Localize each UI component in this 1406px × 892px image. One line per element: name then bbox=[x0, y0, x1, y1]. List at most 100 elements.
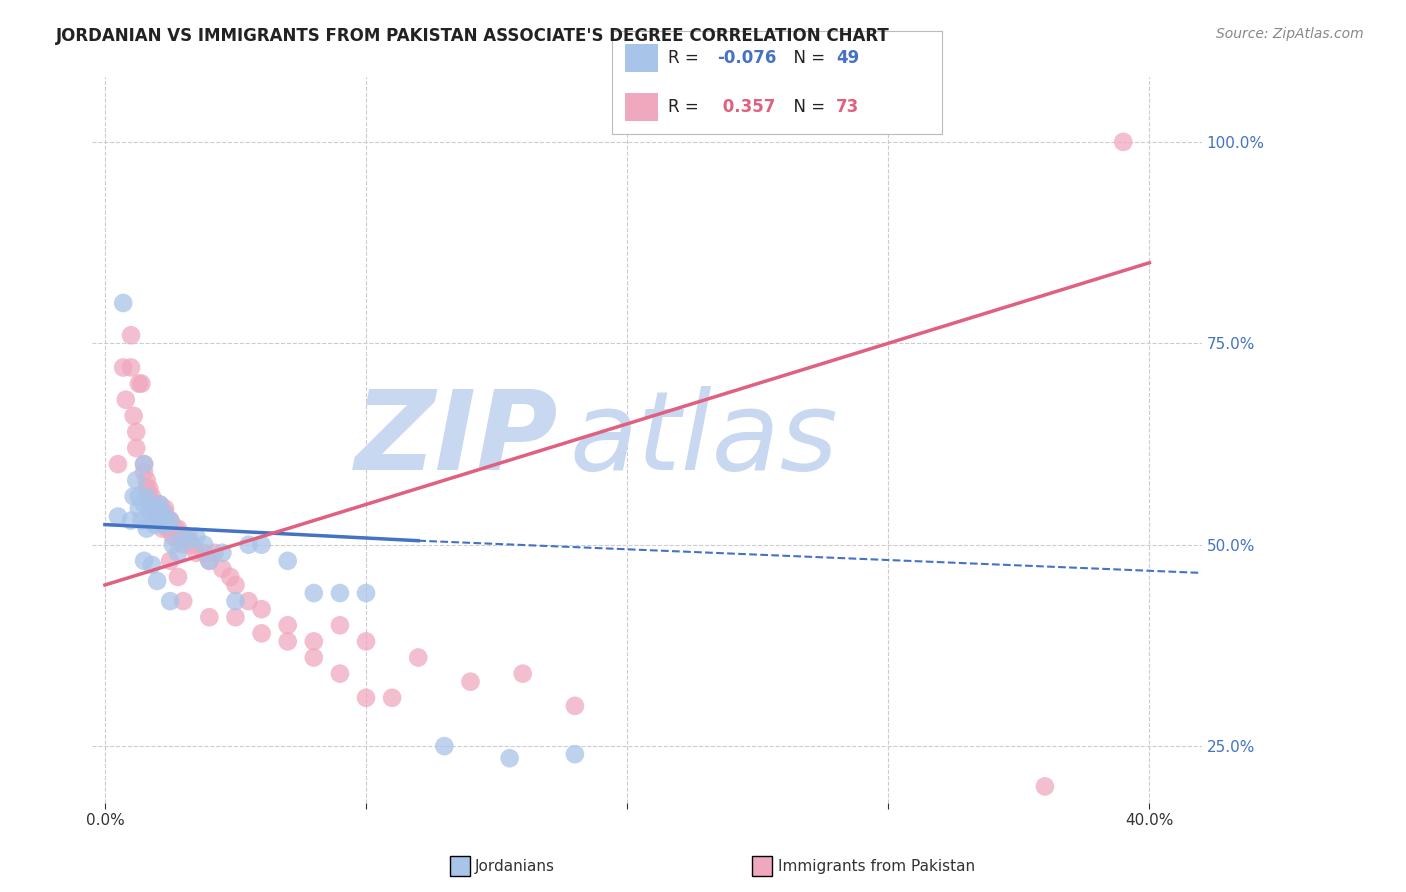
Point bbox=[186, 546, 208, 560]
Text: ZIP: ZIP bbox=[354, 386, 558, 493]
Text: Immigrants from Pakistan: Immigrants from Pakistan bbox=[778, 859, 974, 873]
Point bbox=[122, 489, 145, 503]
Point bbox=[167, 570, 190, 584]
Point bbox=[381, 690, 404, 705]
Point bbox=[277, 554, 299, 568]
Point bbox=[120, 514, 142, 528]
Point bbox=[193, 538, 215, 552]
Point bbox=[135, 522, 157, 536]
Point bbox=[211, 546, 233, 560]
Point bbox=[156, 522, 179, 536]
Point bbox=[204, 546, 226, 560]
Point bbox=[150, 506, 173, 520]
Point bbox=[131, 514, 153, 528]
Point bbox=[564, 698, 586, 713]
Point bbox=[162, 530, 184, 544]
Point bbox=[165, 522, 187, 536]
Point bbox=[138, 514, 160, 528]
Point bbox=[156, 517, 179, 532]
Point bbox=[1033, 780, 1056, 794]
Point bbox=[159, 514, 181, 528]
Point bbox=[277, 634, 299, 648]
Text: N =: N = bbox=[783, 98, 831, 116]
Point bbox=[112, 360, 135, 375]
Point bbox=[125, 425, 148, 439]
Point bbox=[132, 554, 155, 568]
Point bbox=[172, 530, 194, 544]
Point bbox=[153, 501, 176, 516]
Point bbox=[159, 594, 181, 608]
Point bbox=[143, 506, 166, 520]
Text: 0.357: 0.357 bbox=[717, 98, 776, 116]
Point bbox=[149, 506, 172, 520]
Point bbox=[198, 610, 221, 624]
Point bbox=[159, 514, 181, 528]
Point bbox=[177, 533, 200, 548]
Point bbox=[238, 538, 260, 552]
Point bbox=[193, 546, 215, 560]
Point bbox=[159, 514, 181, 528]
Point bbox=[238, 594, 260, 608]
Point bbox=[162, 538, 184, 552]
Point bbox=[141, 489, 163, 503]
Text: JORDANIAN VS IMMIGRANTS FROM PAKISTAN ASSOCIATE'S DEGREE CORRELATION CHART: JORDANIAN VS IMMIGRANTS FROM PAKISTAN AS… bbox=[56, 27, 890, 45]
Point bbox=[135, 489, 157, 503]
Point bbox=[150, 522, 173, 536]
Point bbox=[277, 618, 299, 632]
Point bbox=[135, 481, 157, 495]
Point bbox=[135, 473, 157, 487]
Point bbox=[186, 530, 208, 544]
Point bbox=[141, 498, 163, 512]
Point bbox=[146, 501, 169, 516]
Text: R =: R = bbox=[668, 98, 704, 116]
Point bbox=[150, 514, 173, 528]
Point bbox=[132, 457, 155, 471]
Point bbox=[167, 530, 190, 544]
Point bbox=[302, 586, 325, 600]
Point bbox=[128, 376, 150, 391]
Point bbox=[354, 690, 377, 705]
Text: atlas: atlas bbox=[569, 386, 838, 493]
Point bbox=[406, 650, 429, 665]
Point bbox=[138, 481, 160, 495]
Point bbox=[120, 360, 142, 375]
Point bbox=[143, 498, 166, 512]
Point bbox=[167, 522, 190, 536]
Point bbox=[125, 441, 148, 455]
Point bbox=[132, 457, 155, 471]
Point bbox=[146, 509, 169, 524]
Point bbox=[224, 578, 246, 592]
Point bbox=[107, 457, 129, 471]
Point bbox=[125, 473, 148, 487]
Point bbox=[172, 530, 194, 544]
Point bbox=[150, 506, 173, 520]
Point bbox=[143, 517, 166, 532]
Point bbox=[302, 634, 325, 648]
Text: -0.076: -0.076 bbox=[717, 49, 776, 67]
Point bbox=[219, 570, 242, 584]
Point bbox=[211, 562, 233, 576]
Point bbox=[172, 538, 194, 552]
Point bbox=[150, 517, 173, 532]
Point bbox=[141, 501, 163, 516]
Point bbox=[498, 751, 520, 765]
Point bbox=[128, 489, 150, 503]
Point bbox=[114, 392, 136, 407]
Point bbox=[180, 538, 202, 552]
Point bbox=[141, 506, 163, 520]
Point bbox=[354, 586, 377, 600]
Point bbox=[138, 489, 160, 503]
Point bbox=[149, 498, 172, 512]
Point bbox=[433, 739, 456, 753]
Point bbox=[122, 409, 145, 423]
Point bbox=[198, 554, 221, 568]
Point bbox=[128, 501, 150, 516]
Point bbox=[302, 650, 325, 665]
Point bbox=[138, 498, 160, 512]
Point bbox=[167, 546, 190, 560]
Point bbox=[250, 602, 273, 616]
Point bbox=[120, 328, 142, 343]
Point bbox=[224, 610, 246, 624]
Point bbox=[224, 594, 246, 608]
Point bbox=[146, 514, 169, 528]
